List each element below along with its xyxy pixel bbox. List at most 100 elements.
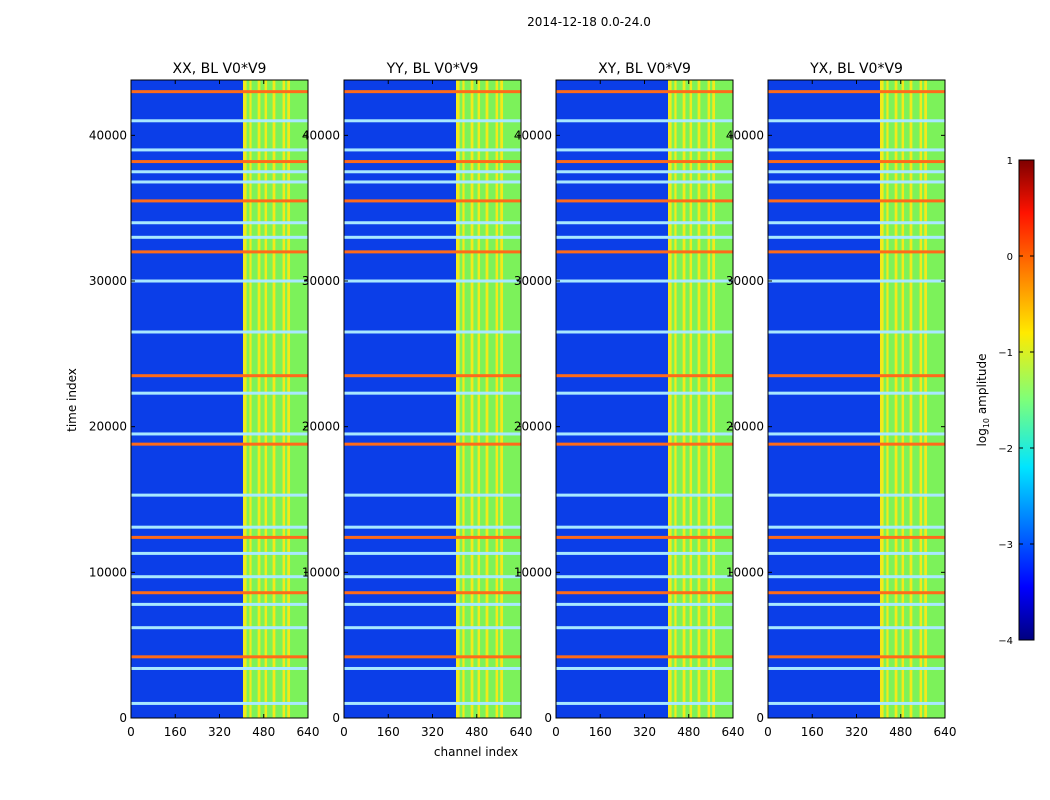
rfi-column [495,80,499,718]
rfi-row [768,666,945,670]
x-tick-label: 0 [340,725,348,739]
x-tick-label: 480 [252,725,275,739]
y-tick-label: 40000 [302,128,340,142]
rfi-row [556,442,733,446]
y-tick-label: 10000 [726,565,764,579]
rfi-row [556,279,733,283]
y-tick-label: 20000 [302,420,340,434]
rfi-row [344,602,521,606]
rfi-row [344,330,521,334]
rfi-row [131,148,308,152]
y-tick-label: 40000 [726,128,764,142]
colorbar-tick-label: 1 [1007,156,1013,167]
rfi-column [500,80,504,718]
rfi-row [131,199,308,203]
colorbar-tick-label: −3 [998,540,1013,551]
rfi-column [707,80,711,718]
rfi-row [768,119,945,123]
rfi-row [131,493,308,497]
rfi-column [477,80,481,718]
rfi-row [556,330,733,334]
rfi-row [556,235,733,239]
rfi-column [697,80,701,718]
rfi-row [344,525,521,529]
rfi-row [556,591,733,595]
rfi-row [131,391,308,395]
rfi-row [768,442,945,446]
rfi-row [556,374,733,378]
x-tick-label: 640 [722,725,745,739]
y-tick-label: 20000 [514,420,552,434]
rfi-row [556,701,733,705]
rfi-row [556,221,733,225]
y-axis-label: time index [65,368,79,432]
rfi-row [556,551,733,555]
rfi-row [344,493,521,497]
rfi-column [249,80,252,718]
rfi-row [344,626,521,630]
rfi-column [880,80,884,718]
rfi-row [131,90,308,94]
x-tick-label: 320 [633,725,656,739]
rfi-column [901,80,905,718]
rfi-row [131,602,308,606]
colorbar-tick-label: −2 [998,444,1013,455]
rfi-row [768,90,945,94]
rfi-row [556,250,733,254]
panel-title: XX, BL V0*V9 [173,61,267,77]
rfi-row [768,170,945,174]
rfi-row [344,442,521,446]
rfi-row [344,591,521,595]
rfi-row [131,221,308,225]
panel-yy: YY, BL V0*V9 0 160 320 480 640 0 10000 20000 3000… [302,61,533,739]
rfi-row [768,160,945,164]
colorbar-label-main: log [975,428,989,446]
rfi-row [344,180,521,184]
rfi-row [556,493,733,497]
rfi-row [556,90,733,94]
panel-xx: XX, BL V0*V9 0 160 320 480 640 0 10000 20000 3000… [89,61,320,739]
rfi-row [768,626,945,630]
rfi-row [556,602,733,606]
rfi-row [768,180,945,184]
rfi-row [344,432,521,436]
colorbar-label-tail: amplitude [975,354,989,418]
rfi-column [456,80,460,718]
rfi-band [243,80,308,718]
rfi-row [131,591,308,595]
rfi-row [131,626,308,630]
colorbar-tick-label: −1 [998,348,1013,359]
rfi-row [556,391,733,395]
rfi-row [344,250,521,254]
y-tick-label: 0 [756,711,764,725]
rfi-row [556,626,733,630]
rfi-row [131,575,308,579]
x-tick-label: 0 [764,725,772,739]
panel-title: YX, BL V0*V9 [809,61,903,77]
colorbar-label-subscript: 10 [982,418,991,428]
rfi-column [272,80,276,718]
y-tick-label: 30000 [302,274,340,288]
x-tick-label: 160 [164,725,187,739]
x-tick-label: 480 [677,725,700,739]
rfi-row [344,160,521,164]
rfi-row [768,391,945,395]
rfi-row [131,655,308,659]
rfi-row [131,525,308,529]
rfi-row [344,666,521,670]
rfi-band [880,80,945,718]
rfi-row [131,535,308,539]
rfi-column [886,80,889,718]
rfi-row [344,119,521,123]
rfi-row [768,432,945,436]
y-tick-label: 0 [332,711,340,725]
rfi-row [131,170,308,174]
rfi-row [131,250,308,254]
rfi-row [768,575,945,579]
colorbar-tick-label: 0 [1007,252,1013,263]
rfi-row [344,170,521,174]
rfi-row [131,330,308,334]
x-tick-label: 640 [297,725,320,739]
rfi-row [556,666,733,670]
panel-xy: XY, BL V0*V9 0 160 320 480 640 0 10000 20000 3000… [514,61,745,739]
